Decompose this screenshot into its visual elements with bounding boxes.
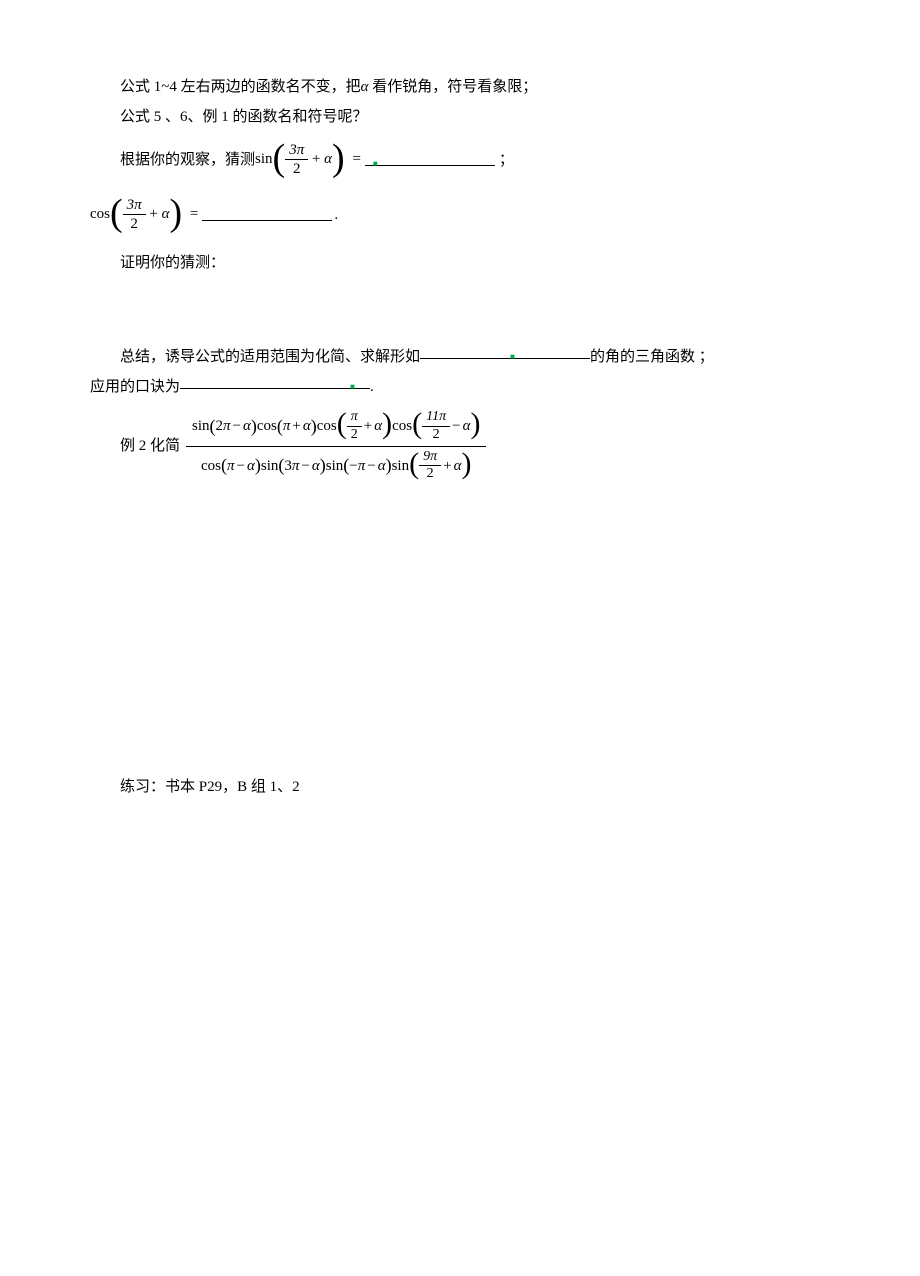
den-t4-den: 2 [419, 466, 441, 483]
equation-2-row: cos(3π2 + α) = . [90, 196, 830, 233]
num-t4-num: 11π [422, 409, 450, 427]
den-t3-op: − [367, 454, 375, 478]
num-t4-func: cos [392, 414, 412, 438]
eq2-func: cos [90, 206, 110, 222]
den-t3-neg: − [349, 454, 357, 478]
line2-text: 公式 5 、6、例 1 的函数名和符号呢？ [120, 109, 368, 125]
eq1-equals: = [352, 151, 360, 167]
ex2-label: 例 2 化简 [90, 434, 180, 458]
num-t1-op: − [233, 414, 241, 438]
num-t3-alpha: α [374, 414, 382, 438]
summary-d: . [370, 379, 374, 395]
practice-line: 练习：书本 P29，B 组 1、2 [90, 775, 830, 799]
num-t1-pi: π [223, 414, 231, 438]
den-t4-op: + [443, 454, 451, 478]
summary-line-1: 总结，诱导公式的适用范围为化简、求解形如 ■ 的角的三角函数 ； [90, 345, 830, 369]
num-t4-frac: 11π2 [422, 409, 450, 444]
num-t1-alpha: α [243, 414, 251, 438]
num-t3-den: 2 [347, 427, 362, 444]
ex2-numerator: sin(2π−α) cos(π+α) cos(π2+α) cos(11π2−α) [186, 407, 486, 447]
eq1-prefix: 根据你的观察，猜测 [90, 148, 255, 172]
summary-dot-1: ■ [510, 352, 515, 361]
summary-blank-2: ■ [180, 373, 370, 389]
den-t3-func: sin [326, 454, 344, 478]
num-t1-coef: 2 [216, 414, 224, 438]
eq2-open-paren: ( [110, 192, 123, 234]
den-t1-op: − [237, 454, 245, 478]
eq2-equals: = [190, 206, 198, 222]
ex2-big-fraction: sin(2π−α) cos(π+α) cos(π2+α) cos(11π2−α)… [186, 407, 486, 485]
document-page: 公式 1~4 左右两边的函数名不变，把α 看作锐角，符号看象限； 公式 5 、6… [0, 0, 920, 799]
eq1-frac-den: 2 [285, 160, 308, 178]
ex2-denominator: cos(π−α) sin(3π−α) sin(−π−α) sin(9π2+α) [186, 447, 486, 486]
num-t2-func: cos [257, 414, 277, 438]
eq1-green-dot: ■ [373, 159, 378, 168]
eq1-formula: sin(3π2 + α) = [255, 141, 365, 178]
eq1-close-paren: ) [332, 137, 345, 179]
eq1-func: sin [255, 151, 273, 167]
num-t4-alpha: α [463, 414, 471, 438]
eq2-plus: + [149, 206, 157, 222]
den-t2-pi: π [292, 454, 300, 478]
num-t3-op: + [364, 414, 372, 438]
prove-line: 证明你的猜测： [90, 251, 830, 275]
summary-a: 总结，诱导公式的适用范围为化简、求解形如 [120, 349, 420, 365]
den-t3-alpha: α [378, 454, 386, 478]
num-t3-func: cos [317, 414, 337, 438]
den-t1-pi: π [227, 454, 235, 478]
den-t4-func: sin [392, 454, 410, 478]
num-t1-func: sin [192, 414, 210, 438]
eq2-suffix: . [334, 203, 338, 227]
summary-b: 的角的三角函数 ； [590, 349, 714, 365]
eq2-frac: 3π2 [123, 196, 146, 233]
num-t2-alpha: α [303, 414, 311, 438]
num-t3-frac: π2 [347, 409, 362, 444]
den-t1-func: cos [201, 454, 221, 478]
eq1-frac-num: 3π [285, 141, 308, 160]
prove-text: 证明你的猜测： [120, 255, 225, 271]
practice-text: 练习：书本 P29，B 组 1、2 [120, 779, 300, 795]
num-t3-num: π [347, 409, 362, 427]
line1-pre: 公式 1~4 左右两边的函数名不变，把 [120, 79, 361, 95]
den-t2-op: − [301, 454, 309, 478]
equation-1-row: 根据你的观察，猜测 sin(3π2 + α) = ■ ； [90, 141, 830, 178]
eq2-close-paren: ) [170, 192, 183, 234]
summary-dot-2: ■ [350, 382, 355, 391]
den-t3-pi: π [358, 454, 366, 478]
eq2-frac-num: 3π [123, 196, 146, 215]
line-2: 公式 5 、6、例 1 的函数名和符号呢？ [90, 105, 830, 129]
example-2-row: 例 2 化简 sin(2π−α) cos(π+α) cos(π2+α) cos(… [90, 407, 830, 485]
eq1-blank: ■ [365, 150, 495, 166]
line-1: 公式 1~4 左右两边的函数名不变，把α 看作锐角，符号看象限； [90, 75, 830, 99]
den-t2-coef: 3 [284, 454, 292, 478]
eq2-formula: cos(3π2 + α) = [90, 196, 202, 233]
summary-blank-1: ■ [420, 343, 590, 359]
den-t2-alpha: α [312, 454, 320, 478]
num-t2-pi: π [283, 414, 291, 438]
num-t2-op: + [292, 414, 300, 438]
den-t2-func: sin [261, 454, 279, 478]
summary-line-2: 应用的口诀为 ■. [90, 375, 830, 399]
eq2-alpha: α [162, 206, 170, 222]
line1-post: 看作锐角，符号看象限； [369, 79, 538, 95]
eq1-open-paren: ( [273, 137, 286, 179]
num-t4-op: − [452, 414, 460, 438]
den-t4-frac: 9π2 [419, 449, 441, 484]
eq2-blank [202, 205, 332, 221]
eq1-suffix: ； [499, 148, 514, 172]
eq2-frac-den: 2 [123, 215, 146, 233]
summary-c: 应用的口诀为 [90, 379, 180, 395]
eq1-alpha: α [324, 151, 332, 167]
line1-alpha: α [361, 79, 369, 95]
den-t4-num: 9π [419, 449, 441, 467]
den-t1-alpha: α [247, 454, 255, 478]
eq1-frac: 3π2 [285, 141, 308, 178]
num-t4-den: 2 [422, 427, 450, 444]
eq1-plus: + [312, 151, 320, 167]
den-t4-alpha: α [454, 454, 462, 478]
